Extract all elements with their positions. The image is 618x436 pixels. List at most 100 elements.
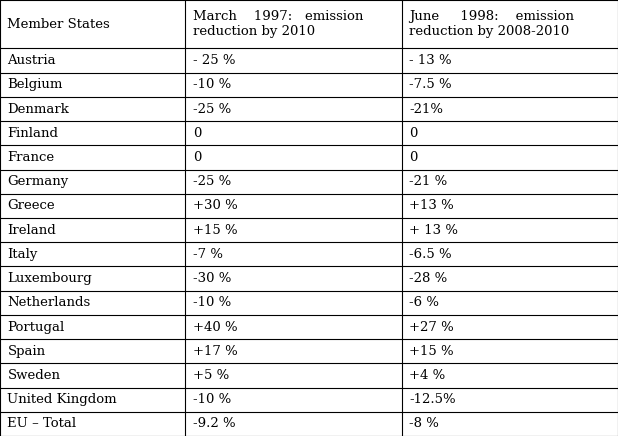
Bar bbox=[185, 97, 402, 121]
Text: +4 %: +4 % bbox=[409, 369, 446, 382]
Bar bbox=[402, 145, 618, 170]
Bar bbox=[0, 242, 185, 266]
Text: Spain: Spain bbox=[7, 345, 46, 358]
Text: -10 %: -10 % bbox=[193, 296, 231, 309]
Bar bbox=[402, 266, 618, 291]
Text: United Kingdom: United Kingdom bbox=[7, 393, 117, 406]
Text: Ireland: Ireland bbox=[7, 224, 56, 237]
Bar bbox=[0, 194, 185, 218]
Bar bbox=[185, 291, 402, 315]
Text: +40 %: +40 % bbox=[193, 320, 237, 334]
Text: +15 %: +15 % bbox=[409, 345, 454, 358]
Bar bbox=[185, 388, 402, 412]
Text: -21%: -21% bbox=[409, 102, 443, 116]
Bar bbox=[0, 0, 185, 48]
Text: +30 %: +30 % bbox=[193, 199, 237, 212]
Text: + 13 %: + 13 % bbox=[409, 224, 458, 237]
Bar bbox=[0, 266, 185, 291]
Bar bbox=[185, 48, 402, 73]
Text: Austria: Austria bbox=[7, 54, 56, 67]
Bar bbox=[185, 0, 402, 48]
Text: Member States: Member States bbox=[7, 18, 110, 31]
Bar bbox=[402, 97, 618, 121]
Bar bbox=[185, 121, 402, 145]
Bar bbox=[402, 170, 618, 194]
Text: +17 %: +17 % bbox=[193, 345, 237, 358]
Text: -25 %: -25 % bbox=[193, 175, 231, 188]
Text: Netherlands: Netherlands bbox=[7, 296, 91, 309]
Text: Sweden: Sweden bbox=[7, 369, 61, 382]
Text: Portugal: Portugal bbox=[7, 320, 65, 334]
Bar bbox=[185, 194, 402, 218]
Text: -28 %: -28 % bbox=[409, 272, 447, 285]
Text: -6 %: -6 % bbox=[409, 296, 439, 309]
Bar bbox=[402, 315, 618, 339]
Text: -7 %: -7 % bbox=[193, 248, 223, 261]
Bar bbox=[0, 412, 185, 436]
Text: +27 %: +27 % bbox=[409, 320, 454, 334]
Text: EU – Total: EU – Total bbox=[7, 417, 77, 430]
Bar bbox=[0, 121, 185, 145]
Bar bbox=[402, 339, 618, 363]
Bar bbox=[0, 97, 185, 121]
Text: - 25 %: - 25 % bbox=[193, 54, 235, 67]
Bar bbox=[185, 218, 402, 242]
Text: 0: 0 bbox=[193, 127, 201, 140]
Text: -8 %: -8 % bbox=[409, 417, 439, 430]
Bar bbox=[402, 218, 618, 242]
Bar bbox=[0, 315, 185, 339]
Text: +13 %: +13 % bbox=[409, 199, 454, 212]
Text: 0: 0 bbox=[193, 151, 201, 164]
Bar bbox=[0, 73, 185, 97]
Bar bbox=[402, 194, 618, 218]
Text: -6.5 %: -6.5 % bbox=[409, 248, 452, 261]
Text: Finland: Finland bbox=[7, 127, 59, 140]
Text: -10 %: -10 % bbox=[193, 393, 231, 406]
Bar bbox=[0, 388, 185, 412]
Bar bbox=[402, 412, 618, 436]
Bar bbox=[185, 315, 402, 339]
Text: Denmark: Denmark bbox=[7, 102, 69, 116]
Text: -7.5 %: -7.5 % bbox=[409, 78, 452, 91]
Text: March    1997:   emission
reduction by 2010: March 1997: emission reduction by 2010 bbox=[193, 10, 363, 38]
Bar bbox=[402, 121, 618, 145]
Bar bbox=[402, 242, 618, 266]
Text: -12.5%: -12.5% bbox=[409, 393, 455, 406]
Text: 0: 0 bbox=[409, 127, 418, 140]
Text: +15 %: +15 % bbox=[193, 224, 237, 237]
Bar bbox=[402, 388, 618, 412]
Text: -9.2 %: -9.2 % bbox=[193, 417, 235, 430]
Bar bbox=[402, 48, 618, 73]
Bar bbox=[185, 266, 402, 291]
Text: Belgium: Belgium bbox=[7, 78, 63, 91]
Bar bbox=[185, 170, 402, 194]
Bar bbox=[402, 0, 618, 48]
Text: Italy: Italy bbox=[7, 248, 38, 261]
Bar bbox=[185, 73, 402, 97]
Bar bbox=[185, 363, 402, 388]
Bar bbox=[0, 145, 185, 170]
Bar bbox=[185, 339, 402, 363]
Text: June     1998:    emission
reduction by 2008-2010: June 1998: emission reduction by 2008-20… bbox=[409, 10, 574, 38]
Text: -25 %: -25 % bbox=[193, 102, 231, 116]
Text: Germany: Germany bbox=[7, 175, 69, 188]
Bar bbox=[185, 412, 402, 436]
Bar bbox=[0, 218, 185, 242]
Text: -21 %: -21 % bbox=[409, 175, 447, 188]
Bar bbox=[185, 145, 402, 170]
Text: -30 %: -30 % bbox=[193, 272, 231, 285]
Bar bbox=[185, 242, 402, 266]
Bar bbox=[0, 170, 185, 194]
Text: 0: 0 bbox=[409, 151, 418, 164]
Bar bbox=[402, 363, 618, 388]
Bar bbox=[402, 291, 618, 315]
Bar bbox=[0, 291, 185, 315]
Text: - 13 %: - 13 % bbox=[409, 54, 452, 67]
Text: -10 %: -10 % bbox=[193, 78, 231, 91]
Bar bbox=[402, 73, 618, 97]
Bar bbox=[0, 363, 185, 388]
Text: Luxembourg: Luxembourg bbox=[7, 272, 92, 285]
Text: Greece: Greece bbox=[7, 199, 55, 212]
Text: France: France bbox=[7, 151, 54, 164]
Text: +5 %: +5 % bbox=[193, 369, 229, 382]
